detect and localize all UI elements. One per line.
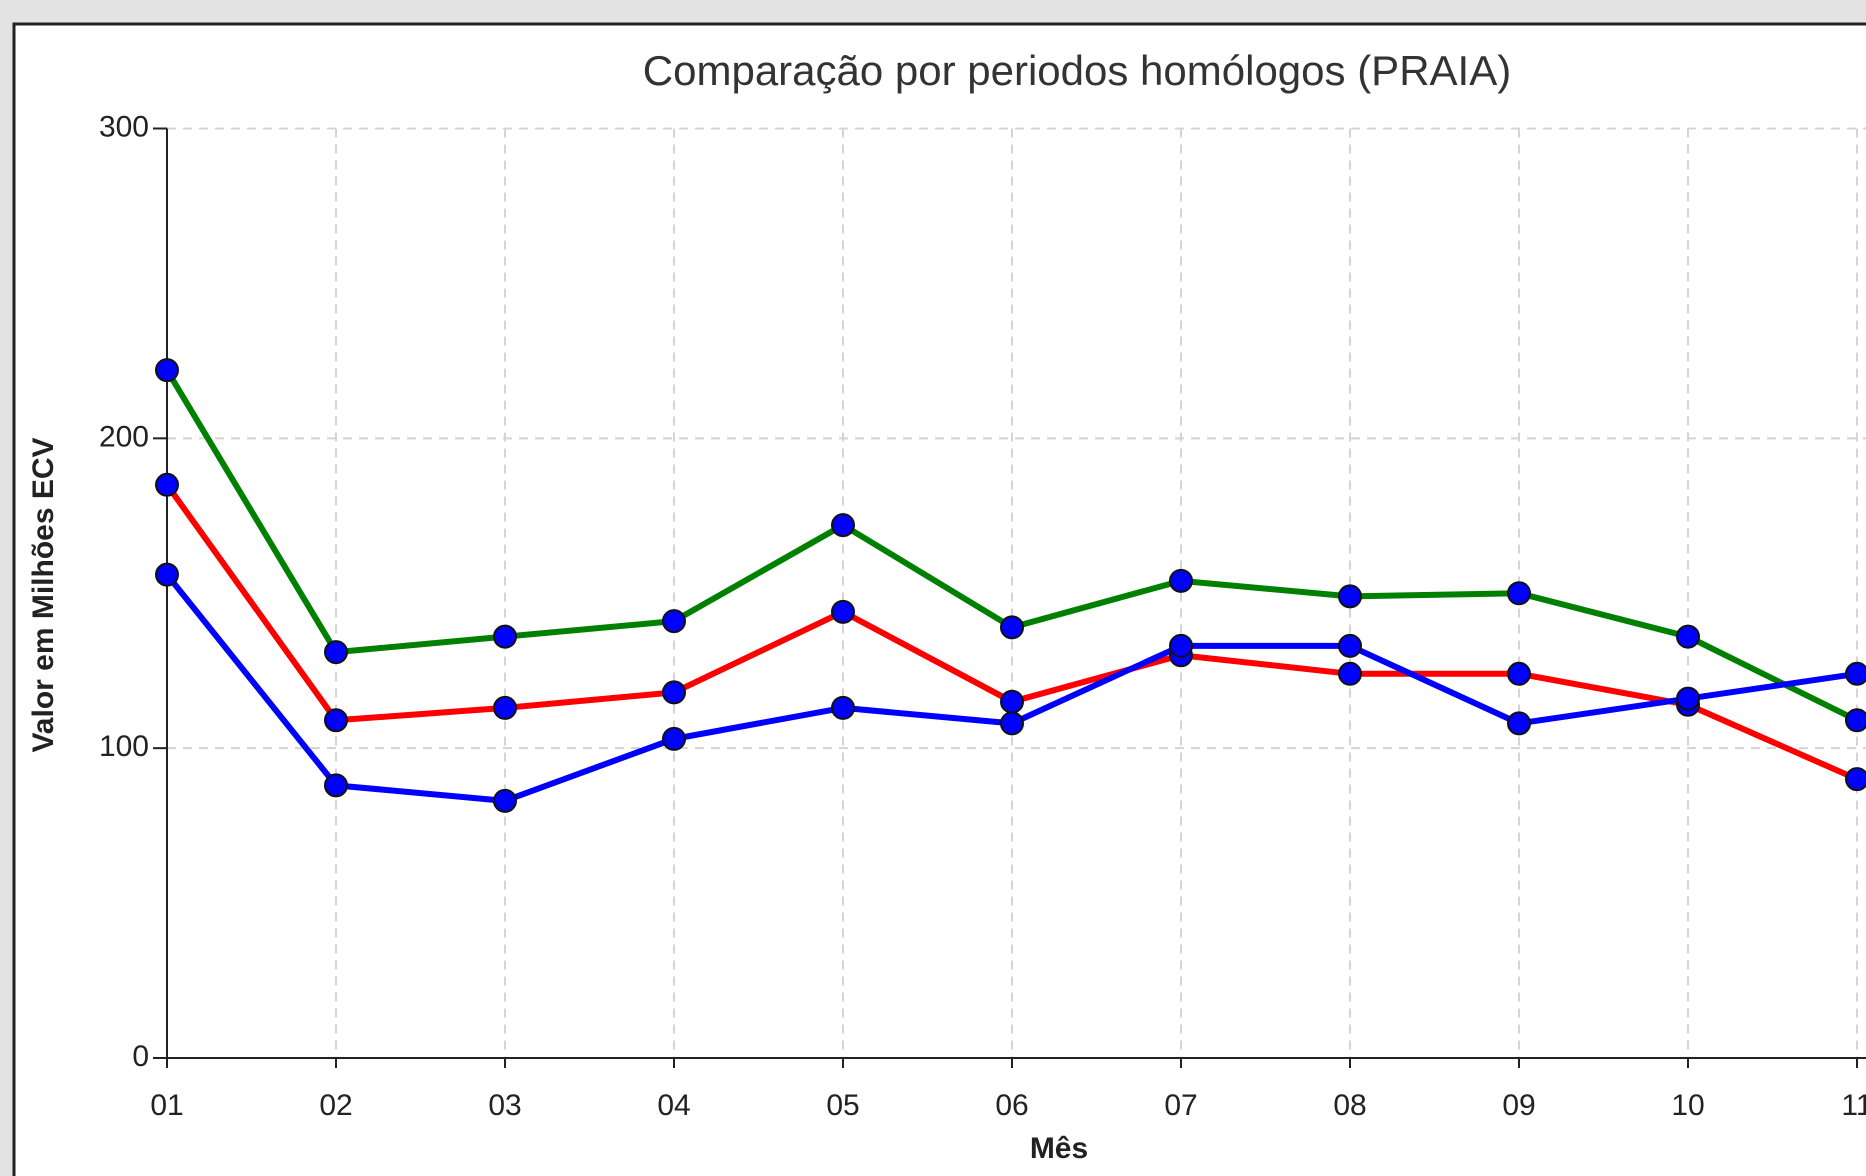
y-tick-label: 300 [99,110,149,143]
point [662,609,686,634]
point [1169,633,1193,658]
point [155,358,179,383]
x-tick-label: 04 [657,1089,690,1122]
x-tick-label: 05 [826,1089,859,1122]
x-tick-label: 11 [1841,1089,1866,1122]
panel [12,22,1866,1176]
point [662,726,686,751]
x-axis-label: Mês [1030,1132,1088,1165]
point [831,599,855,624]
point [831,695,855,720]
point [1507,581,1531,606]
x-tick-label: 02 [319,1089,352,1122]
x-tick-label: 01 [150,1089,183,1122]
point [1169,568,1193,593]
point [1676,686,1700,711]
point [1507,711,1531,736]
point [1338,661,1362,686]
x-tick-label: 09 [1502,1089,1535,1122]
x-tick-label: 10 [1671,1089,1704,1122]
point [1000,689,1024,714]
point [831,513,855,538]
x-tick-label: 06 [995,1089,1028,1122]
point [1338,633,1362,658]
point [1000,711,1024,736]
point [662,680,686,705]
point [1507,661,1531,686]
point [493,695,517,720]
y-axis-label: Valor em Milhões ECV [27,437,60,752]
x-tick-label: 03 [488,1089,521,1122]
point [324,773,348,798]
point [1338,584,1362,609]
chart-title: Comparação por periodos homólogos (PRAIA… [643,47,1511,94]
point [1845,767,1866,792]
point [1676,624,1700,649]
point [155,472,179,497]
point [324,708,348,733]
y-tick-label: 200 [99,420,149,453]
x-tick-label: 07 [1164,1089,1197,1122]
point [493,624,517,649]
point [1845,661,1866,686]
point [1845,708,1866,733]
point [155,562,179,587]
y-tick-label: 100 [99,730,149,763]
point [324,640,348,665]
y-tick-label: 0 [132,1040,149,1073]
point [1000,615,1024,640]
point [493,788,517,813]
x-tick-label: 08 [1333,1089,1366,1122]
